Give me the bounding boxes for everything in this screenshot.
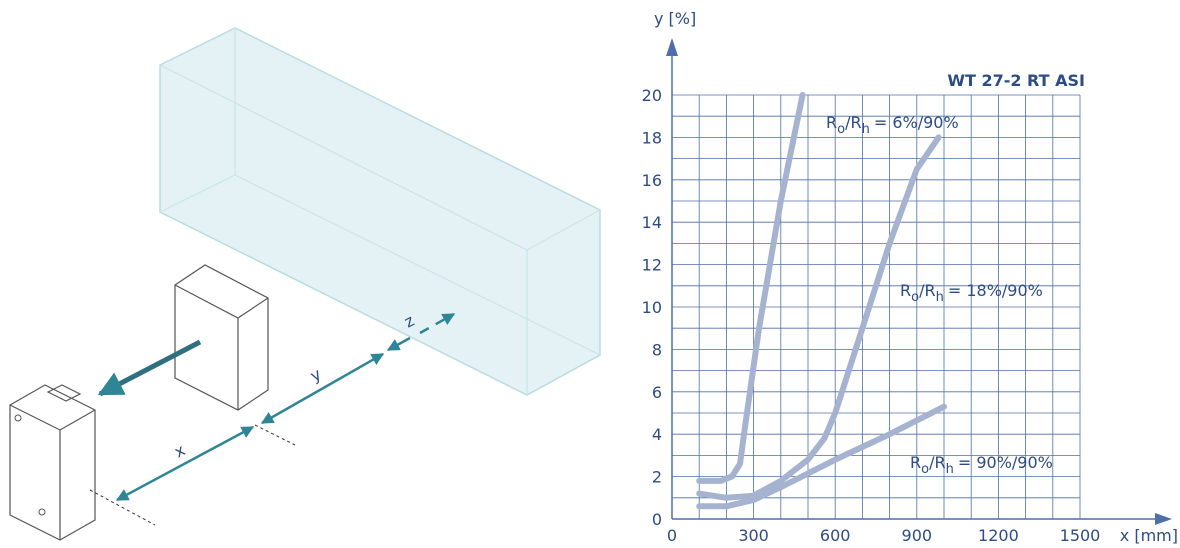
sensor <box>10 385 95 540</box>
x-tick-label: 300 <box>738 526 769 544</box>
y-tick-label: 18 <box>642 128 662 147</box>
subscript: o <box>837 122 845 137</box>
label-text: /R <box>919 281 936 300</box>
y-tick-label: 16 <box>642 171 662 190</box>
label-text: R <box>826 113 837 132</box>
dimension-y <box>262 354 383 423</box>
x-axis-label: x [mm] <box>1120 526 1178 544</box>
page: x y z 0 300 600 900 1200 1500 0 2 4 6 8 10 12 14 16 18 2… <box>0 0 1180 544</box>
label-text: /R <box>929 453 946 472</box>
x-tick-label: 0 <box>667 526 677 544</box>
x-axis-arrow <box>1155 513 1172 525</box>
label-text: R <box>900 281 911 300</box>
y-tick-label: 2 <box>652 468 662 487</box>
chart-title: WT 27-2 RT ASI <box>947 71 1085 90</box>
target-box <box>175 265 268 410</box>
x-tick-label: 900 <box>902 526 933 544</box>
y-tick-label: 20 <box>642 86 662 105</box>
subscript: h <box>936 290 944 305</box>
y-axis-label: y [%] <box>654 9 696 28</box>
subscript: o <box>921 462 929 477</box>
dimension-guide <box>90 425 295 525</box>
dimension-label: x <box>171 440 188 461</box>
label-text: = 6%/90% <box>874 113 959 132</box>
dimension-label: y <box>307 364 324 385</box>
chart: 0 300 600 900 1200 1500 0 2 4 6 8 10 12 14 16 18 20 x [mm… <box>642 9 1178 544</box>
x-tick-label: 1500 <box>1060 526 1101 544</box>
illustration: x y z <box>10 28 600 540</box>
dimension-z <box>388 338 410 350</box>
y-tick-label: 8 <box>652 340 662 359</box>
y-tick-label: 4 <box>652 425 662 444</box>
label-text: = 90%/90% <box>958 453 1053 472</box>
curve-label: Ro/Rh = 90%/90% <box>910 453 1053 477</box>
curve-label: Ro/Rh = 6%/90% <box>826 113 959 137</box>
subscript: h <box>862 122 870 137</box>
subscript: o <box>911 290 919 305</box>
dimension-x <box>117 427 253 500</box>
y-tick-label: 6 <box>652 383 662 402</box>
x-tick-label: 1200 <box>978 526 1019 544</box>
x-tick-label: 600 <box>820 526 851 544</box>
label-text: /R <box>845 113 862 132</box>
y-tick-label: 12 <box>642 256 662 275</box>
y-tick-label: 14 <box>642 213 662 232</box>
y-axis-arrow <box>666 38 678 56</box>
curve <box>699 137 938 497</box>
subscript: h <box>946 462 954 477</box>
curve <box>699 95 802 481</box>
label-text: R <box>910 453 921 472</box>
y-tick-label: 10 <box>642 298 662 317</box>
curve <box>699 407 944 507</box>
label-text: = 18%/90% <box>948 281 1043 300</box>
y-tick-label: 0 <box>652 510 662 529</box>
